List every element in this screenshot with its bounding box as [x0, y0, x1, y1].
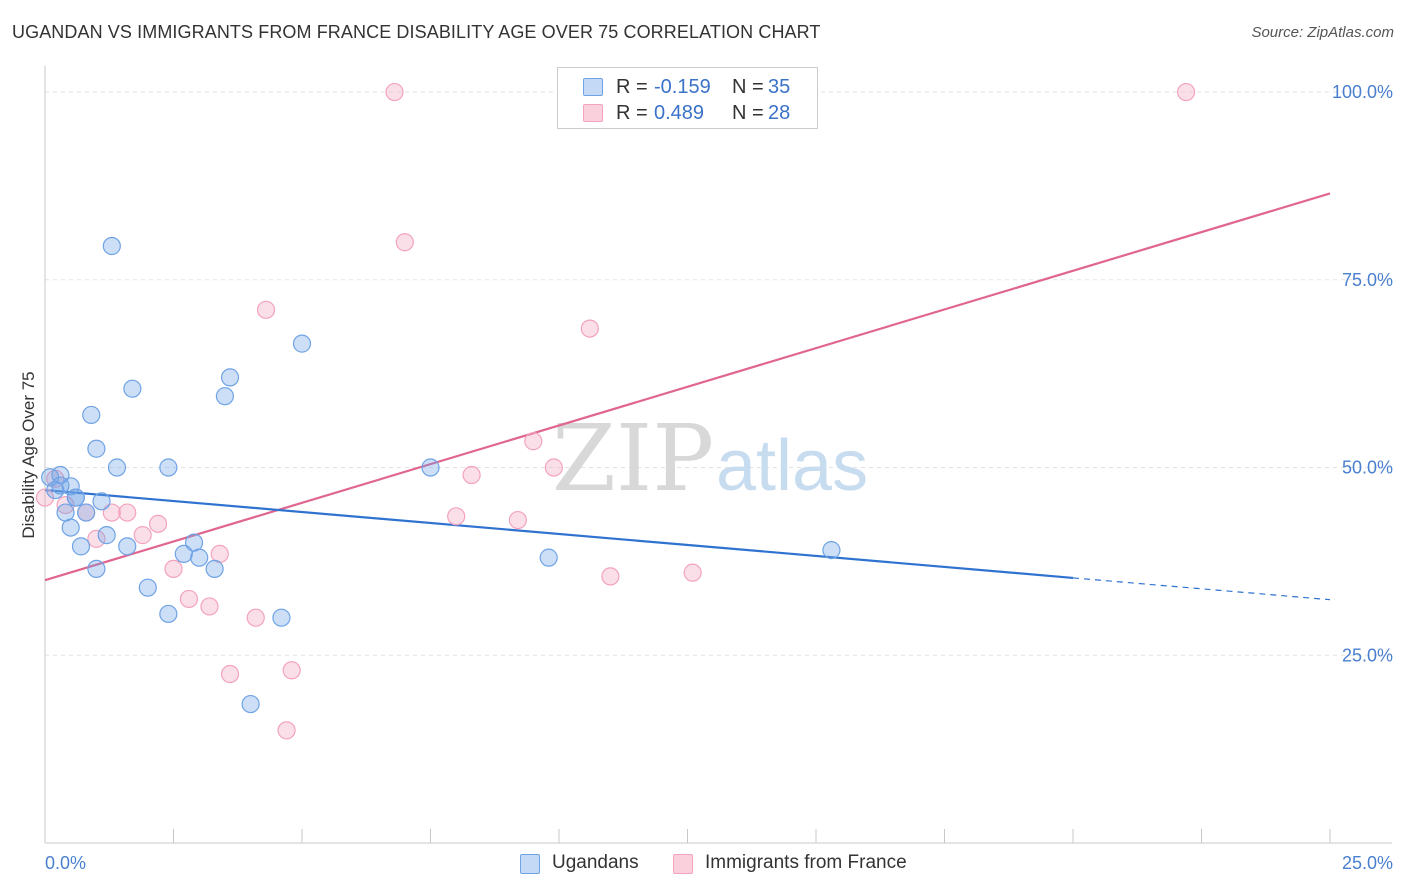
france-point [148, 514, 168, 533]
ugandan-point [138, 578, 157, 597]
france-point [256, 300, 276, 319]
x-tick-label-max: 25.0% [1342, 853, 1393, 873]
ugandan-point [87, 439, 106, 458]
y-tick-label: 50.0% [1342, 458, 1393, 478]
ugandan-point [61, 518, 80, 537]
ugandan-point [66, 488, 85, 507]
france-point [118, 503, 137, 522]
ugandans-legend-swatch [520, 854, 540, 874]
france-point [210, 544, 229, 563]
watermark-zip: ZIP [552, 405, 714, 512]
france-point [447, 507, 466, 526]
france-point [282, 661, 301, 680]
ugandan-point [215, 387, 234, 406]
ugandans-trend-line [44, 488, 1074, 580]
ugandan-point [184, 533, 204, 552]
ugandan-point [61, 477, 80, 496]
bottom-legend-label-ugandans: Ugandans [552, 852, 639, 873]
france-point [683, 563, 702, 582]
france-point [277, 721, 296, 740]
france-point [87, 529, 106, 548]
ugandan-point [102, 236, 121, 256]
legend-r-label: R = [616, 75, 648, 98]
france-point [200, 597, 219, 616]
france-point [544, 458, 563, 477]
france-point [56, 495, 75, 515]
france-point [524, 432, 543, 451]
legend-r-label: R = [616, 101, 648, 124]
ugandan-point [174, 544, 193, 563]
ugandan-point [51, 465, 70, 485]
trend-lines [44, 192, 1331, 601]
chart-title: UGANDAN VS IMMIGRANTS FROM FRANCE DISABI… [12, 22, 821, 42]
france-point [462, 465, 481, 485]
ugandan-point [118, 537, 137, 556]
watermark: ZIP atlas [552, 405, 868, 512]
ugandan-point [292, 334, 312, 353]
ugandan-point [159, 458, 178, 477]
legend-n-value-france: 28 [768, 101, 791, 124]
y-tick-label: 75.0% [1342, 270, 1393, 290]
legend-r-value-ugandans: -0.159 [654, 75, 711, 98]
legend-r-value-france: 0.489 [654, 101, 705, 124]
ugandans-trend-extension [1072, 577, 1331, 601]
france-point [246, 608, 265, 627]
france-swatch [583, 104, 603, 122]
ugandans-swatch [583, 78, 603, 96]
ugandan-point [190, 548, 209, 567]
ugandan-point [539, 548, 558, 567]
ugandan-point [205, 559, 224, 578]
france-point [133, 526, 152, 545]
france-trend-line [44, 192, 1331, 582]
france-point [102, 503, 121, 522]
bottom-legend-label-france: Immigrants from France [705, 852, 907, 873]
france-point [1176, 82, 1196, 102]
data-points [35, 82, 1196, 740]
france-point [601, 567, 620, 586]
france-point [395, 233, 414, 252]
tick-labels: 25.0% 50.0% 75.0% 100.0% 0.0% 25.0% [45, 82, 1393, 873]
ugandan-point [56, 503, 75, 522]
ugandan-point [123, 379, 142, 398]
watermark-atlas: atlas [716, 426, 868, 506]
france-point [220, 664, 240, 684]
source-credit: Source: ZipAtlas.com [1251, 24, 1394, 41]
y-tick-label: 25.0% [1342, 645, 1393, 665]
france-point [35, 488, 55, 507]
ugandan-point [107, 458, 127, 477]
ugandan-point [272, 608, 291, 627]
ugandan-point [241, 694, 260, 714]
france-point [164, 559, 183, 578]
ugandan-point [87, 559, 106, 578]
ugandan-point [97, 526, 116, 545]
ugandan-point [421, 458, 440, 477]
x-tick-label-min: 0.0% [45, 853, 86, 873]
ugandan-point [77, 503, 96, 522]
france-point [385, 82, 404, 102]
france-point [179, 589, 199, 609]
ugandan-point [159, 604, 178, 624]
ugandan-point [51, 476, 70, 495]
axes [44, 66, 1392, 844]
ugandan-point [822, 541, 841, 560]
france-legend-swatch [673, 854, 693, 874]
france-point [580, 319, 599, 338]
y-tick-label: 100.0% [1332, 82, 1393, 102]
france-point [508, 510, 527, 530]
legend-n-value-ugandans: 35 [768, 75, 791, 98]
ugandan-point [220, 368, 240, 387]
ugandan-point [71, 537, 91, 556]
correlation-legend: R = -0.159 N = 35 R = 0.489 N = 28 [557, 67, 818, 129]
ugandan-point [92, 492, 111, 511]
gridlines [45, 91, 1392, 656]
legend-n-label: N = [732, 101, 764, 124]
ugandan-point [82, 405, 101, 425]
legend-n-label: N = [732, 75, 764, 98]
